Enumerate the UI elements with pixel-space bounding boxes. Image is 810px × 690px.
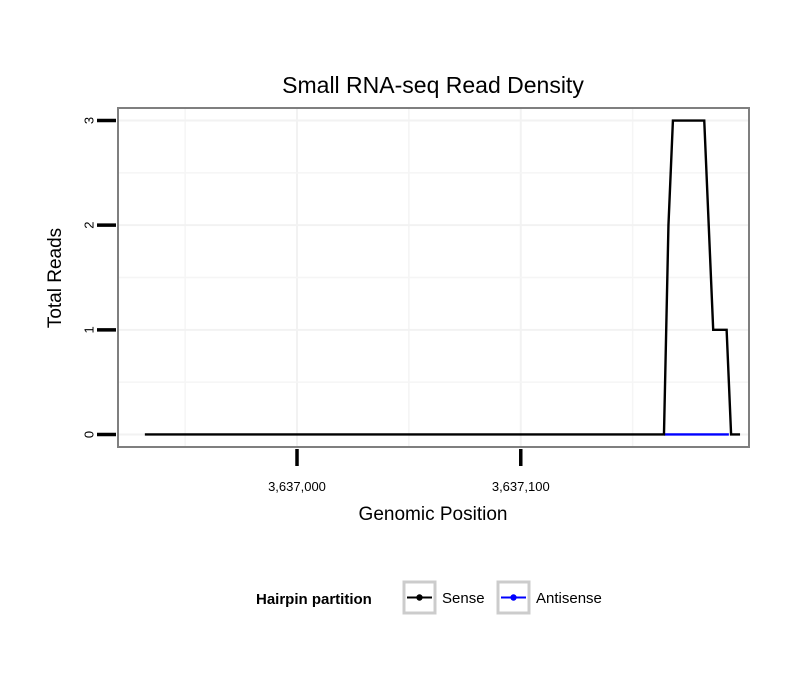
series-line-sense bbox=[144, 119, 741, 436]
y-tick-label: 2 bbox=[82, 222, 97, 229]
series-layer bbox=[144, 119, 741, 436]
y-tick-label: 3 bbox=[82, 117, 97, 124]
legend-key-point bbox=[510, 594, 517, 601]
legend-label-sense: Sense bbox=[442, 590, 485, 607]
legend-key-point bbox=[416, 594, 423, 601]
axis-ticks: 0 1 2 3 3,637,000 3,637,100 bbox=[82, 117, 550, 494]
x-tick-label: 3,637,000 bbox=[268, 479, 326, 494]
legend: Hairpin partition Sense Antisense bbox=[256, 580, 602, 615]
y-tick-label: 0 bbox=[82, 431, 97, 438]
chart-title: Small RNA-seq Read Density bbox=[282, 72, 584, 98]
panel-border bbox=[117, 107, 750, 448]
x-tick-label: 3,637,100 bbox=[492, 479, 550, 494]
y-axis-label: Total Reads bbox=[45, 228, 66, 328]
legend-title: Hairpin partition bbox=[256, 591, 372, 608]
x-axis-label: Genomic Position bbox=[359, 504, 508, 525]
legend-item-antisense: Antisense bbox=[496, 580, 602, 615]
y-tick-label: 1 bbox=[82, 326, 97, 333]
legend-label-antisense: Antisense bbox=[536, 590, 602, 607]
legend-item-sense: Sense bbox=[402, 580, 485, 615]
